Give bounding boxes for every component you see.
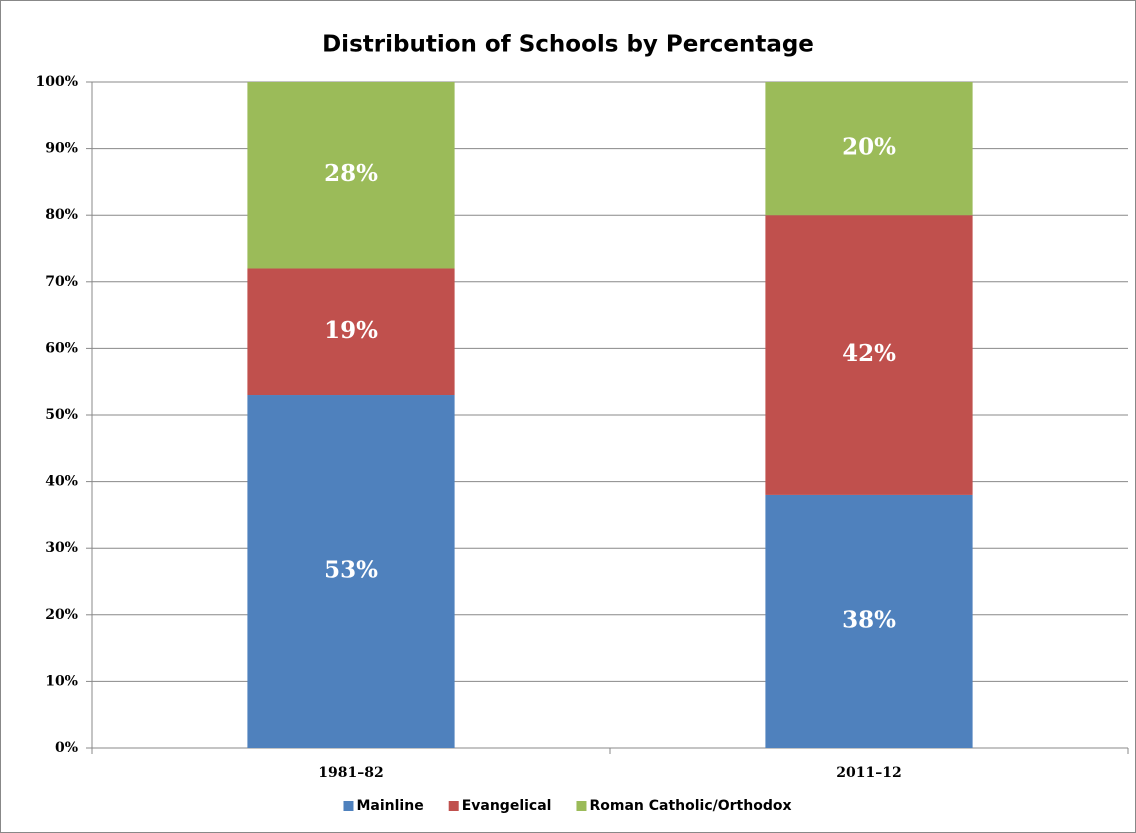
y-tick-label: 20%: [45, 607, 78, 623]
legend-label: Roman Catholic/Orthodox: [589, 798, 791, 814]
bar-segment: [765, 82, 973, 216]
bar-segment: [765, 494, 973, 748]
y-tick-label: 80%: [45, 207, 78, 223]
data-label: 42%: [842, 340, 896, 367]
legend-swatch: [576, 801, 587, 811]
y-tick-label: 70%: [45, 274, 78, 290]
y-tick-label: 0%: [55, 740, 78, 756]
data-label: 53%: [324, 557, 378, 584]
x-tick-label: 2011–12: [836, 765, 901, 781]
bar-segment: [247, 395, 455, 748]
y-tick-label: 100%: [35, 74, 78, 90]
data-label: 28%: [324, 160, 378, 187]
y-tick-label: 10%: [45, 673, 78, 689]
bar-segment: [247, 82, 455, 269]
y-tick-label: 30%: [45, 540, 78, 556]
data-label: 20%: [842, 134, 896, 161]
legend-label: Mainline: [356, 798, 423, 814]
x-tick-label: 1981–82: [318, 765, 383, 781]
y-tick-label: 40%: [45, 474, 78, 490]
legend-label: Evangelical: [462, 798, 552, 814]
data-label: 38%: [842, 606, 896, 633]
legend-swatch: [343, 801, 354, 811]
bar-segment: [765, 215, 973, 495]
data-label: 19%: [324, 317, 378, 344]
legend-swatch: [448, 801, 459, 811]
chart-title: Distribution of Schools by Percentage: [322, 32, 814, 58]
y-tick-label: 50%: [45, 407, 78, 423]
y-tick-label: 60%: [45, 340, 78, 356]
bar-segment: [247, 268, 455, 396]
y-tick-label: 90%: [45, 141, 78, 157]
